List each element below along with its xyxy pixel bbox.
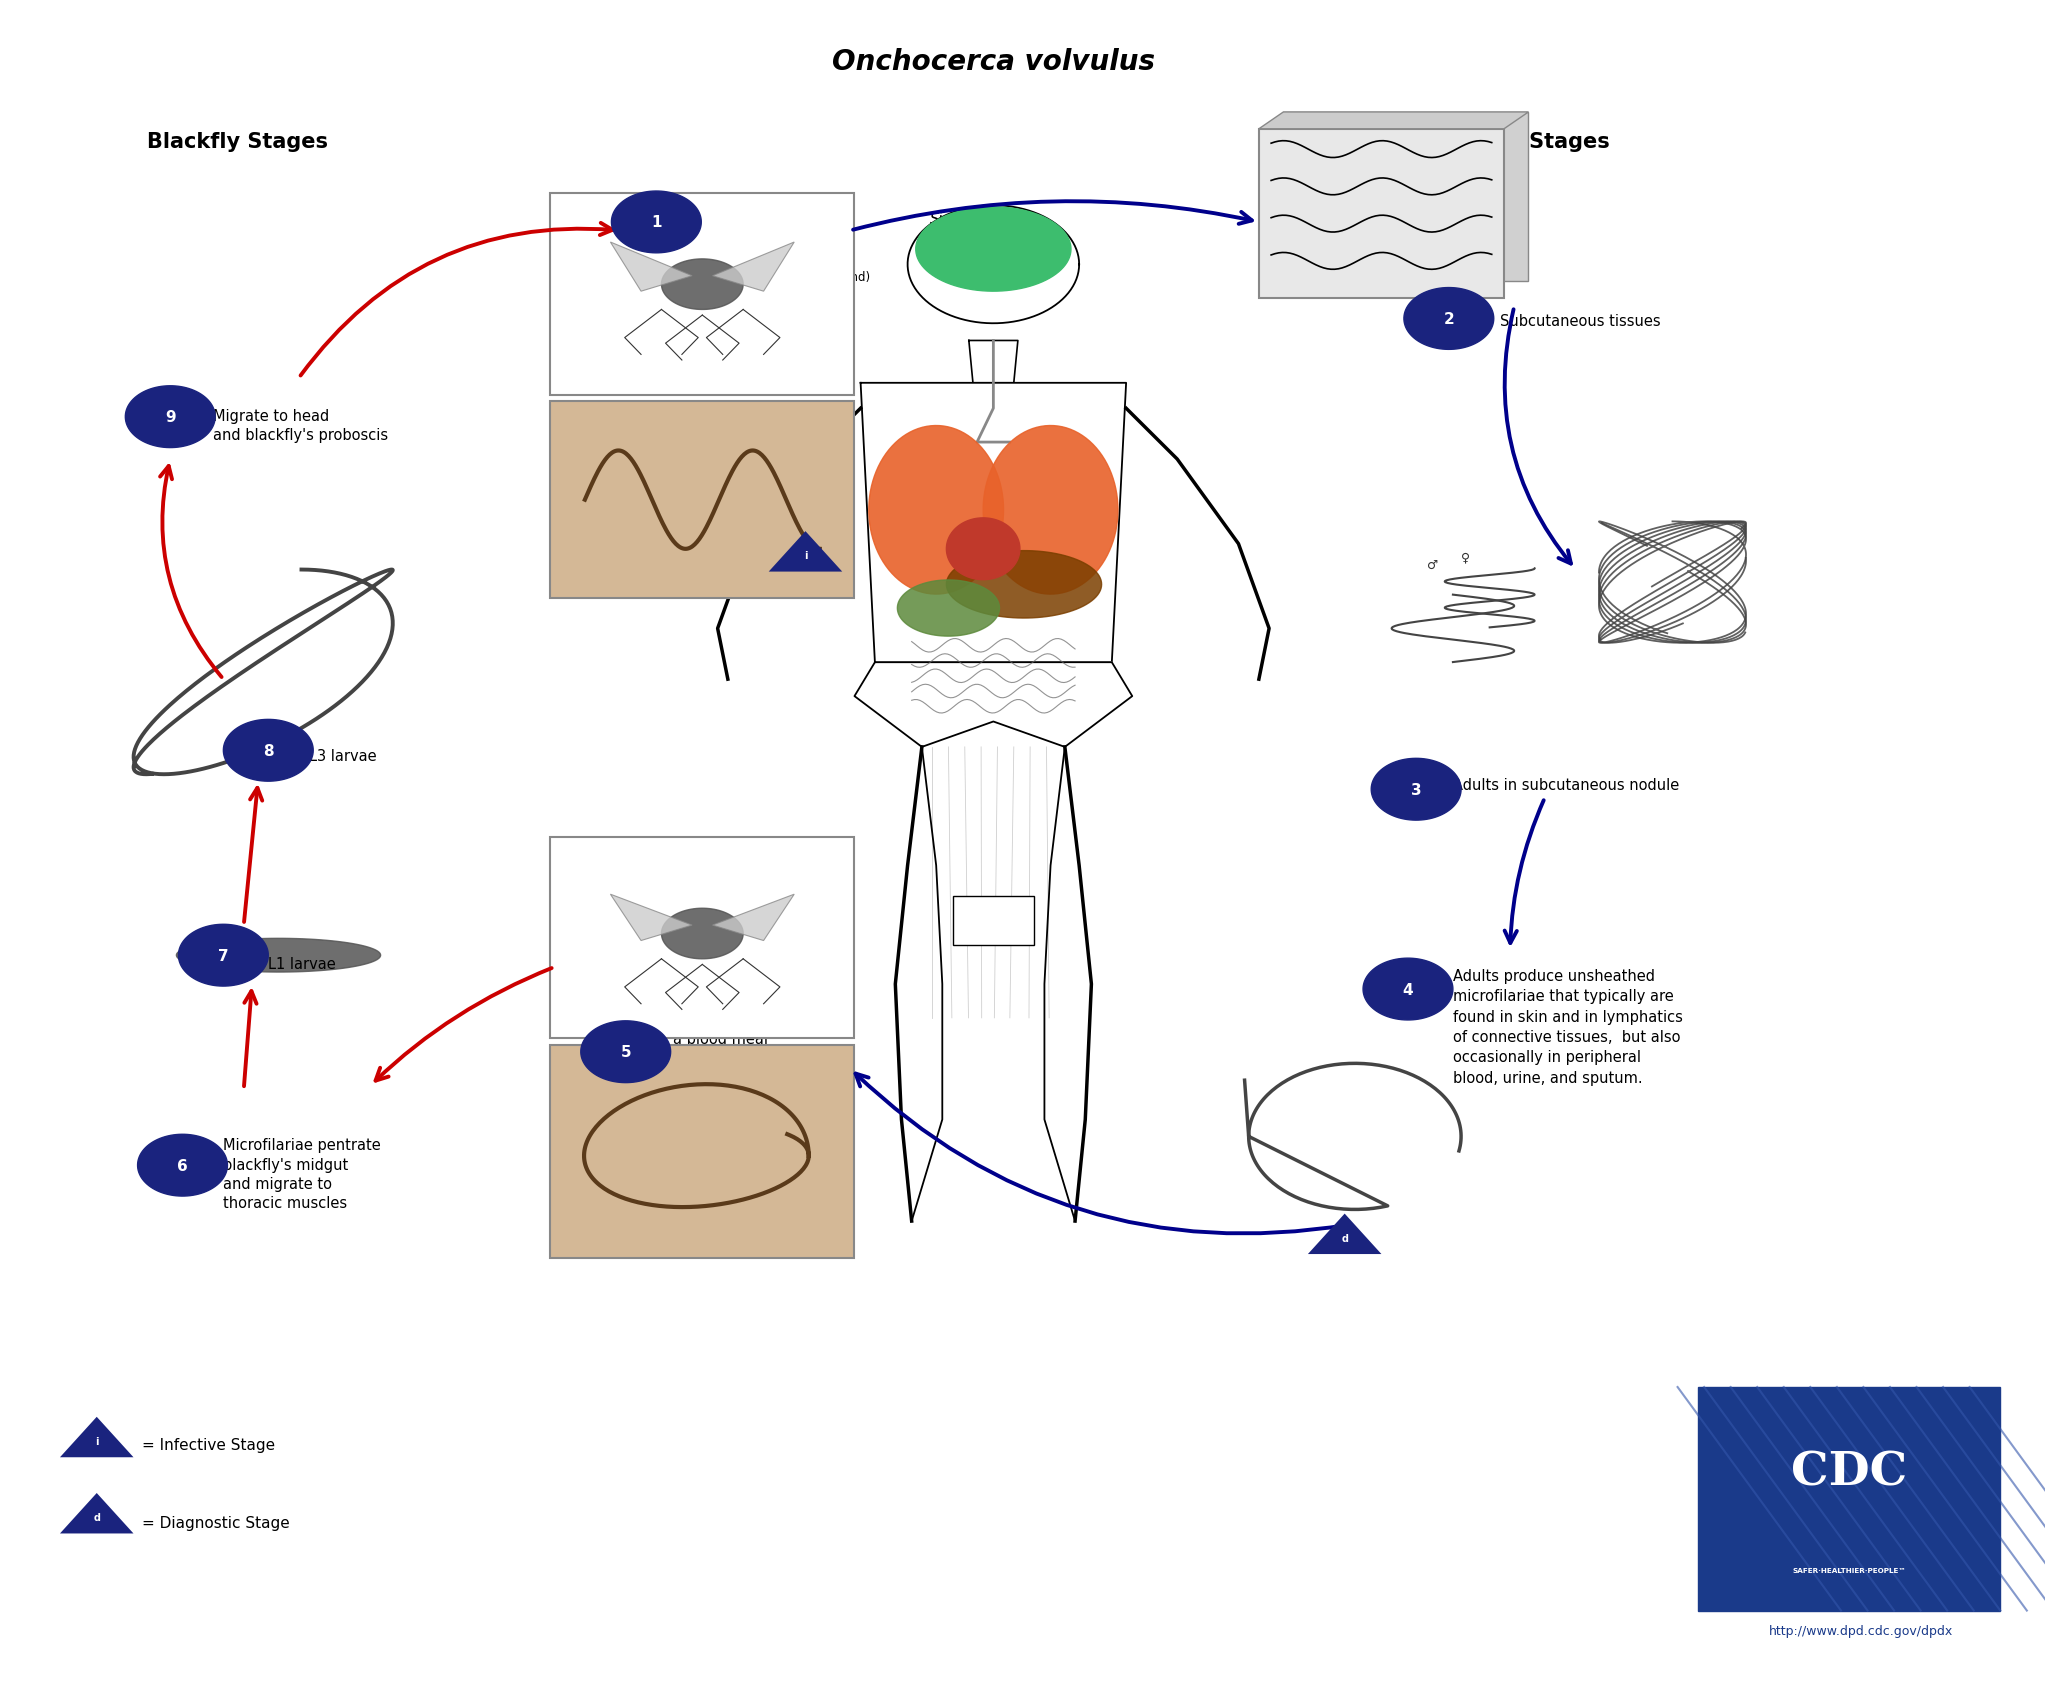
Text: Blackfly Stages: Blackfly Stages <box>147 131 328 151</box>
Polygon shape <box>854 662 1133 747</box>
Text: Simulium: Simulium <box>930 212 999 228</box>
Polygon shape <box>176 939 381 973</box>
FancyBboxPatch shape <box>1260 129 1503 299</box>
Text: = Diagnostic Stage: = Diagnostic Stage <box>141 1515 289 1530</box>
Polygon shape <box>610 895 692 941</box>
Text: 7: 7 <box>217 947 229 963</box>
Text: L3 larvae: L3 larvae <box>309 749 377 764</box>
Polygon shape <box>868 426 1004 594</box>
Text: 9: 9 <box>166 409 176 424</box>
Text: Blackfly (genus: Blackfly (genus <box>700 212 819 228</box>
Text: takes a blood meal: takes a blood meal <box>700 241 840 256</box>
Polygon shape <box>1405 289 1493 350</box>
Polygon shape <box>662 908 743 959</box>
Polygon shape <box>1260 112 1528 129</box>
Text: Blackfly takes
a blood meal
(ingests microfilariae): Blackfly takes a blood meal (ingests mic… <box>672 1012 834 1065</box>
Polygon shape <box>1372 759 1460 820</box>
Text: Human Stages: Human Stages <box>1440 131 1610 151</box>
Text: 2: 2 <box>1444 312 1454 326</box>
Polygon shape <box>137 1134 227 1197</box>
Text: i: i <box>94 1437 98 1447</box>
Text: 6: 6 <box>176 1158 188 1173</box>
FancyBboxPatch shape <box>551 194 854 396</box>
Text: Adults produce unsheathed
microfilariae that typically are
found in skin and in : Adults produce unsheathed microfilariae … <box>1452 968 1683 1085</box>
FancyBboxPatch shape <box>551 1046 854 1258</box>
Polygon shape <box>969 341 1018 384</box>
Polygon shape <box>860 384 1126 662</box>
FancyBboxPatch shape <box>1698 1387 2001 1611</box>
Text: Onchocerca volvulus: Onchocerca volvulus <box>831 48 1155 76</box>
Polygon shape <box>612 192 700 253</box>
Polygon shape <box>897 581 999 637</box>
Text: (L3 larvae enter bite wound): (L3 larvae enter bite wound) <box>700 270 870 284</box>
Text: Microfilariae pentrate
blackfly's midgut
and migrate to
thoracic muscles: Microfilariae pentrate blackfly's midgut… <box>223 1138 381 1211</box>
Polygon shape <box>610 243 692 292</box>
Text: d: d <box>1341 1233 1348 1243</box>
FancyBboxPatch shape <box>1284 112 1528 282</box>
Text: L1 larvae: L1 larvae <box>268 956 336 971</box>
Polygon shape <box>713 243 795 292</box>
Polygon shape <box>1364 959 1452 1020</box>
FancyBboxPatch shape <box>551 837 854 1039</box>
Polygon shape <box>223 720 313 781</box>
Text: 5: 5 <box>621 1044 631 1060</box>
Text: ♂: ♂ <box>1427 559 1438 571</box>
Polygon shape <box>662 260 743 311</box>
Text: http://www.dpd.cdc.gov/dpdx: http://www.dpd.cdc.gov/dpdx <box>1769 1625 1954 1637</box>
Polygon shape <box>946 552 1102 618</box>
FancyBboxPatch shape <box>952 897 1034 946</box>
Text: Migrate to head
and blackfly's proboscis: Migrate to head and blackfly's proboscis <box>213 409 389 443</box>
Polygon shape <box>125 387 215 448</box>
Polygon shape <box>713 895 795 941</box>
Text: = Infective Stage: = Infective Stage <box>141 1437 274 1452</box>
Text: 1: 1 <box>651 216 662 231</box>
Polygon shape <box>1309 1214 1382 1255</box>
Polygon shape <box>946 518 1020 581</box>
Text: 3: 3 <box>1411 783 1421 798</box>
Polygon shape <box>59 1493 133 1533</box>
Polygon shape <box>582 1020 670 1083</box>
Text: Adults in subcutaneous nodule: Adults in subcutaneous nodule <box>1452 778 1679 793</box>
Polygon shape <box>907 205 1079 324</box>
Text: i: i <box>803 550 807 560</box>
Text: 8: 8 <box>262 744 274 759</box>
Polygon shape <box>178 925 268 987</box>
Text: d: d <box>94 1513 100 1521</box>
Text: Subcutaneous tissues: Subcutaneous tissues <box>1499 314 1661 328</box>
Text: SAFER·HEALTHIER·PEOPLE™: SAFER·HEALTHIER·PEOPLE™ <box>1792 1567 1907 1574</box>
Polygon shape <box>59 1416 133 1457</box>
Text: ♀: ♀ <box>1460 552 1470 564</box>
Polygon shape <box>768 531 842 572</box>
FancyBboxPatch shape <box>551 402 854 598</box>
Polygon shape <box>983 426 1118 594</box>
Polygon shape <box>915 207 1071 292</box>
Text: 4: 4 <box>1403 981 1413 997</box>
Text: CDC: CDC <box>1792 1448 1907 1494</box>
